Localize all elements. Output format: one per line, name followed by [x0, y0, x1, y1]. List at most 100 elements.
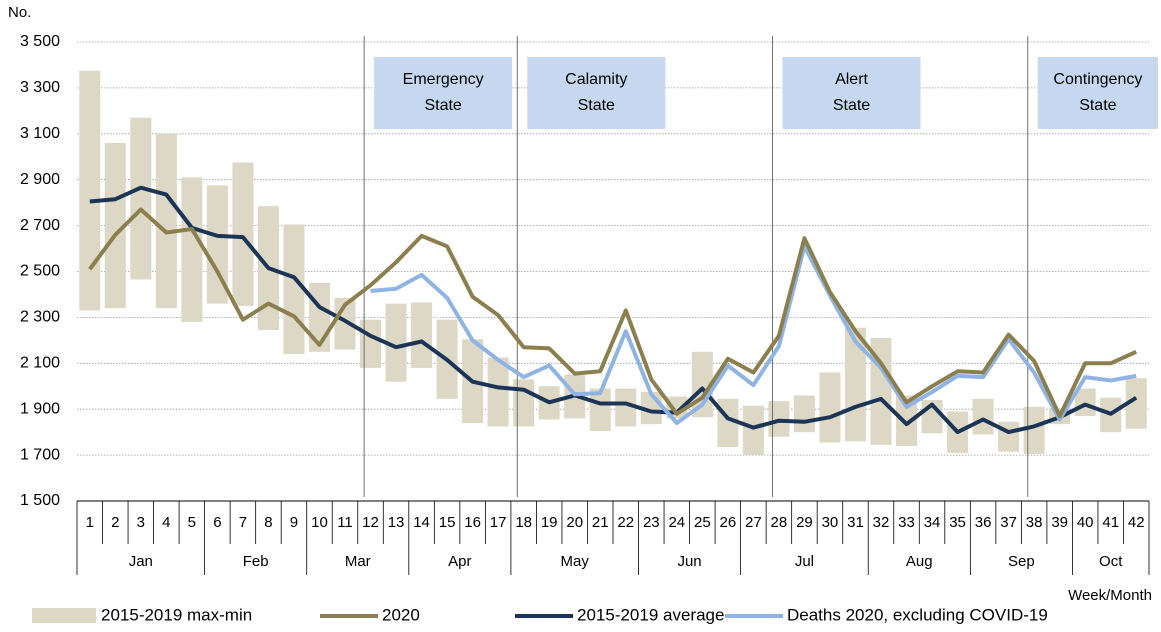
legend-label: 2015-2019 average: [577, 605, 724, 624]
x-tick-label: 32: [873, 514, 890, 531]
y-tick-label: 2 100: [20, 355, 60, 372]
x-tick-label: 15: [439, 514, 456, 531]
range-bar: [232, 162, 254, 306]
x-tick-label: 18: [515, 514, 532, 531]
x-tick-label: 14: [413, 514, 430, 531]
x-tick-label: 27: [745, 514, 762, 531]
x-tick-label: 12: [362, 514, 379, 531]
legend-label: Deaths 2020, excluding COVID-19: [787, 605, 1048, 624]
x-tick-label: 34: [924, 514, 941, 531]
range-bar: [104, 142, 126, 309]
range-bar: [206, 185, 228, 304]
range-bar: [283, 224, 305, 355]
x-tick-label: 9: [290, 514, 298, 531]
x-tick-label: 29: [796, 514, 813, 531]
range-bar: [589, 388, 611, 432]
range-bar: [615, 388, 637, 427]
range-bar: [487, 357, 509, 427]
range-bar: [181, 177, 203, 322]
event-label: Contingency: [1053, 71, 1142, 88]
event-label: State: [1079, 97, 1116, 114]
x-tick-label: 13: [388, 514, 405, 531]
x-tick-label: 22: [617, 514, 634, 531]
x-tick-label: 24: [668, 514, 685, 531]
y-tick-label: 2 300: [20, 309, 60, 326]
x-tick-label: 6: [213, 514, 221, 531]
series-line: [89, 185, 1138, 435]
y-tick-label: 3 300: [20, 79, 60, 96]
range-bar: [1023, 406, 1045, 454]
x-tick-label: 38: [1026, 514, 1043, 531]
month-label: Sep: [1008, 553, 1035, 570]
x-tick-label: 19: [541, 514, 558, 531]
y-tick-label: 3 500: [20, 33, 60, 50]
x-tick-label: 35: [949, 514, 966, 531]
series-line: [88, 207, 1138, 419]
x-tick-label: 16: [464, 514, 481, 531]
y-tick-label: 2 500: [20, 263, 60, 280]
range-bar: [896, 395, 918, 446]
range-bar: [1125, 378, 1147, 429]
y-tick-label: 2 900: [20, 171, 60, 188]
x-tick-label: 37: [1000, 514, 1017, 531]
x-tick-label: 2: [111, 514, 119, 531]
event-label: Calamity: [565, 71, 627, 88]
x-tick-label: 31: [847, 514, 864, 531]
x-tick-label: 4: [162, 514, 170, 531]
y-tick-label: 1 700: [20, 446, 60, 463]
x-tick-label: 3: [137, 514, 145, 531]
y-tick-label: 2 700: [20, 217, 60, 234]
y-tick-label: 1 500: [20, 492, 60, 509]
month-label: Aug: [906, 553, 933, 570]
x-tick-label: 1: [86, 514, 94, 531]
range-bar: [411, 302, 433, 368]
y-axis-title: No.: [8, 4, 31, 21]
x-tick-label: 40: [1077, 514, 1094, 531]
x-tick-label: 28: [771, 514, 788, 531]
x-tick-label: 17: [490, 514, 507, 531]
month-label: Jun: [677, 553, 701, 570]
x-axis-title: Week/Month: [1068, 587, 1152, 604]
event-label: State: [424, 97, 461, 114]
event-box: [527, 57, 666, 129]
x-tick-label: 25: [694, 514, 711, 531]
range-bar: [385, 303, 407, 382]
x-tick-label: 11: [337, 514, 353, 531]
month-label: Apr: [448, 553, 471, 570]
x-tick-label: 8: [264, 514, 272, 531]
legend-label: 2015-2019 max-min: [101, 605, 252, 624]
x-tick-label: 30: [822, 514, 839, 531]
x-tick-label: 26: [720, 514, 737, 531]
y-tick-label: 1 900: [20, 400, 60, 417]
month-label: Jan: [129, 553, 153, 570]
month-label: Feb: [243, 553, 269, 570]
x-tick-label: 39: [1051, 514, 1068, 531]
range-bar: [844, 327, 866, 442]
event-label: Alert: [835, 71, 868, 88]
event-box: [782, 57, 921, 129]
month-label: Mar: [345, 553, 371, 570]
range-bar: [972, 398, 994, 435]
event-label: Emergency: [403, 71, 484, 88]
x-tick-label: 36: [975, 514, 992, 531]
range-bar: [360, 319, 382, 368]
x-tick-label: 5: [188, 514, 196, 531]
month-label: May: [561, 553, 590, 570]
x-tick-label: 42: [1128, 514, 1145, 531]
range-bar: [79, 70, 101, 311]
event-box: [374, 57, 513, 129]
series-line: [370, 244, 1137, 425]
range-bar: [130, 117, 152, 280]
range-bar: [513, 379, 535, 427]
x-tick-label: 20: [566, 514, 583, 531]
month-label: Jul: [795, 553, 814, 570]
event-label: State: [578, 97, 615, 114]
range-bar: [742, 405, 764, 456]
x-tick-label: 10: [311, 514, 328, 531]
y-tick-label: 3 100: [20, 125, 60, 142]
range-bar: [819, 372, 841, 443]
event-label: State: [833, 97, 870, 114]
x-tick-label: 41: [1102, 514, 1119, 531]
x-tick-label: 23: [643, 514, 660, 531]
